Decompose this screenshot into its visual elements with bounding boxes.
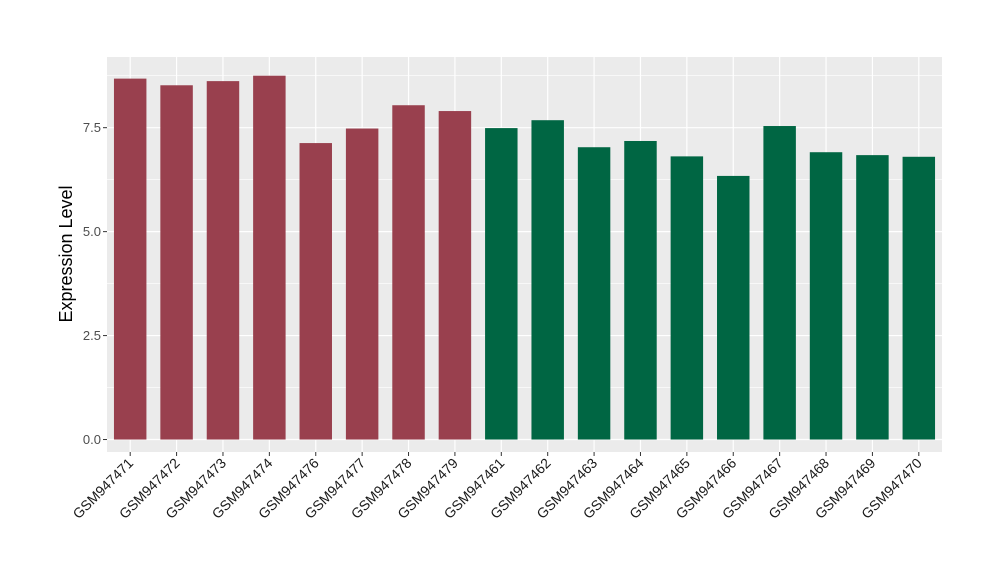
- y-tick-label: 7.5: [83, 120, 101, 135]
- bar-GSM947474: [253, 75, 286, 440]
- bar-GSM947470: [902, 156, 936, 440]
- bar-GSM947465: [670, 156, 704, 440]
- plot-panel: [107, 57, 942, 452]
- bar-GSM947462: [531, 120, 564, 440]
- bar-GSM947479: [438, 111, 472, 440]
- bar-GSM947473: [206, 81, 240, 440]
- bar-GSM947463: [577, 147, 611, 440]
- y-axis-title: Expression Level: [56, 185, 76, 322]
- bar-GSM947461: [485, 128, 518, 440]
- bar-GSM947471: [113, 78, 147, 440]
- bar-GSM947467: [763, 126, 796, 440]
- bar-GSM947478: [392, 105, 425, 440]
- bar-GSM947468: [809, 152, 843, 440]
- bar-GSM947476: [299, 143, 332, 440]
- x-axis: GSM947471GSM947472GSM947473GSM947474GSM9…: [69, 452, 925, 522]
- y-axis: 0.0 2.5 5.0 7.5: [83, 120, 107, 447]
- bar-GSM947466: [717, 175, 750, 440]
- bar-GSM947469: [856, 155, 889, 440]
- bar-GSM947472: [160, 85, 193, 440]
- bar-GSM947464: [624, 140, 657, 440]
- bars: [113, 75, 936, 440]
- minor-gridlines: [107, 75, 942, 388]
- y-tick-label: 2.5: [83, 328, 101, 343]
- bar-GSM947477: [345, 128, 379, 440]
- y-tick-label: 5.0: [83, 224, 101, 239]
- y-tick-label: 0.0: [83, 432, 101, 447]
